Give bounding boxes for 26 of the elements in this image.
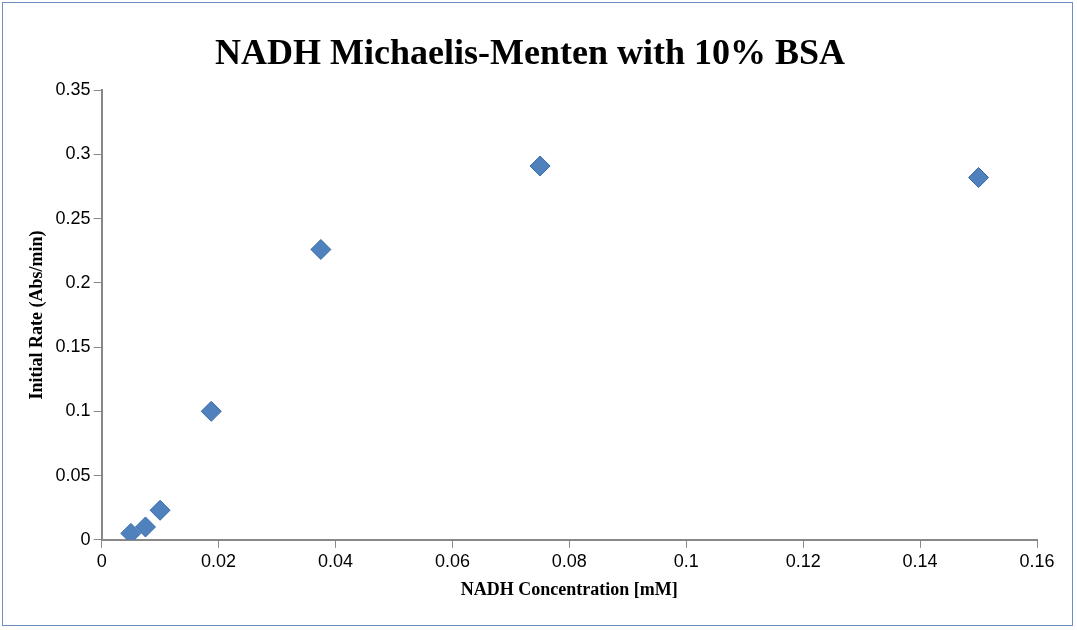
x-tick-label: 0.04 xyxy=(317,550,353,571)
point xyxy=(200,400,222,422)
y-tick-label: 0.1 xyxy=(65,400,91,421)
x-tick-label: 0.12 xyxy=(785,550,821,571)
x-axis-title: NADH Concentration [mM] xyxy=(460,578,678,599)
point xyxy=(134,516,156,538)
y-tick-label: 0.2 xyxy=(65,271,91,292)
y-tick-label: 0 xyxy=(80,528,91,549)
point xyxy=(310,238,332,260)
y-tick-label: 0.05 xyxy=(55,464,91,485)
x-tick-label: 0.02 xyxy=(201,550,237,571)
y-axis-title: Initial Rate (Abs/min) xyxy=(26,230,48,400)
point xyxy=(149,499,171,521)
point xyxy=(529,155,551,177)
x-tick-label: 0.06 xyxy=(434,550,470,571)
x-tick-label: 0.1 xyxy=(673,550,699,571)
x-tick-label: 0.08 xyxy=(551,550,587,571)
y-tick-label: 0.25 xyxy=(55,207,91,228)
x-tick-label: 0.16 xyxy=(1019,550,1055,571)
y-tick-label: 0.3 xyxy=(65,143,91,164)
chart-title: NADH Michaelis-Menten with 10% BSA xyxy=(215,31,845,72)
x-tick-label: 0 xyxy=(96,550,107,571)
y-tick-label: 0.35 xyxy=(55,79,91,100)
point xyxy=(968,167,990,189)
x-tick-label: 0.14 xyxy=(902,550,938,571)
y-tick-label: 0.15 xyxy=(55,336,91,357)
